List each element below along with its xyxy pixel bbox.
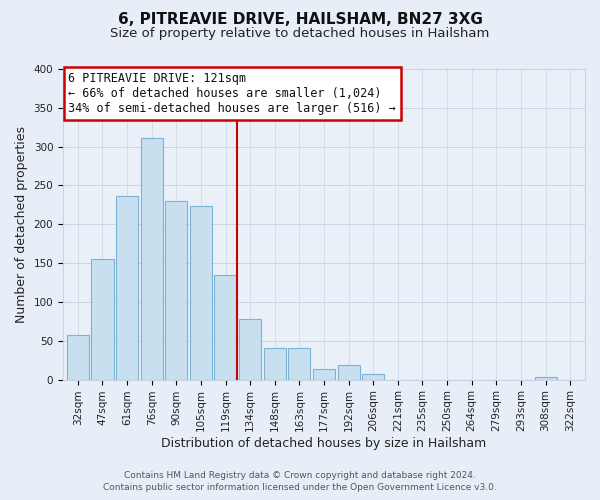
Bar: [338, 365, 360, 380]
Bar: [67, 336, 89, 380]
Bar: [289, 348, 310, 380]
Bar: [535, 378, 557, 380]
Bar: [362, 374, 385, 380]
Bar: [239, 319, 261, 380]
Y-axis label: Number of detached properties: Number of detached properties: [15, 126, 28, 323]
Bar: [313, 368, 335, 380]
Bar: [214, 275, 236, 380]
Text: 6 PITREAVIE DRIVE: 121sqm
← 66% of detached houses are smaller (1,024)
34% of se: 6 PITREAVIE DRIVE: 121sqm ← 66% of detac…: [68, 72, 396, 115]
Text: Contains HM Land Registry data © Crown copyright and database right 2024.
Contai: Contains HM Land Registry data © Crown c…: [103, 471, 497, 492]
Bar: [165, 201, 187, 380]
X-axis label: Distribution of detached houses by size in Hailsham: Distribution of detached houses by size …: [161, 437, 487, 450]
Bar: [140, 138, 163, 380]
Text: 6, PITREAVIE DRIVE, HAILSHAM, BN27 3XG: 6, PITREAVIE DRIVE, HAILSHAM, BN27 3XG: [118, 12, 482, 28]
Bar: [116, 196, 138, 380]
Bar: [190, 206, 212, 380]
Bar: [91, 259, 113, 380]
Text: Size of property relative to detached houses in Hailsham: Size of property relative to detached ho…: [110, 28, 490, 40]
Bar: [263, 348, 286, 380]
